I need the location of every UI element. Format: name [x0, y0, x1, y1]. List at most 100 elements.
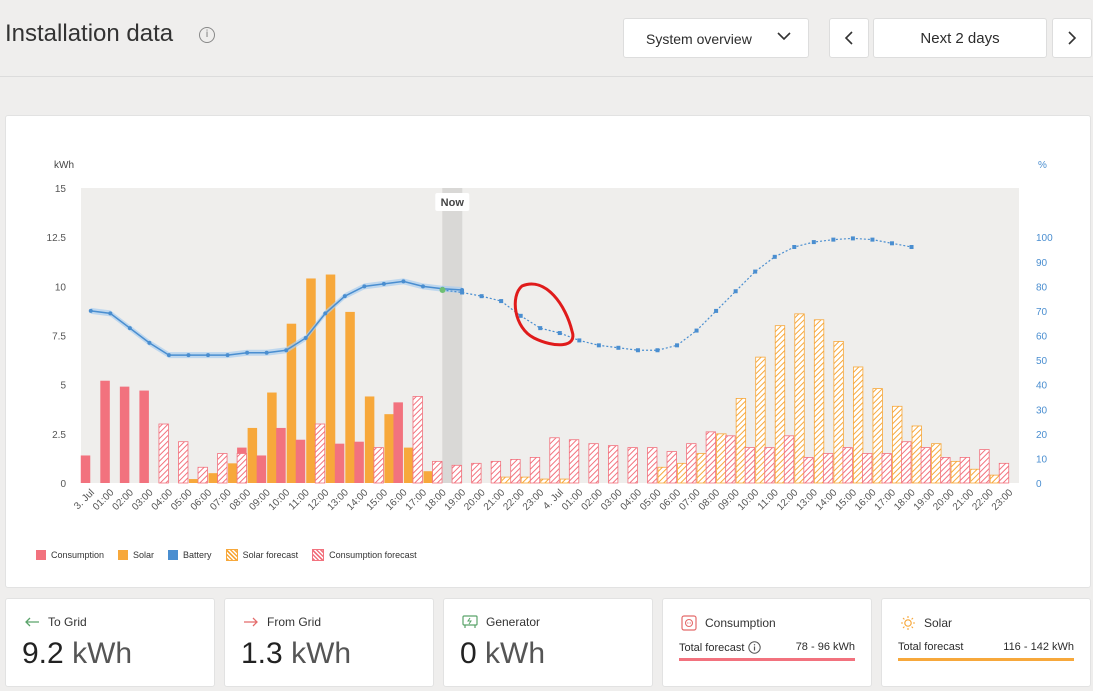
solar-forecast-bar[interactable] [716, 433, 727, 484]
solar-forecast-bar[interactable] [774, 325, 786, 484]
battery-forecast-point[interactable] [616, 345, 621, 350]
solar-forecast-bar[interactable] [794, 313, 805, 484]
consumption-bar[interactable] [276, 427, 286, 483]
consumption-forecast-bar[interactable] [549, 437, 560, 484]
consumption-forecast-bar[interactable] [529, 457, 541, 484]
battery-point[interactable] [225, 353, 230, 358]
consumption-forecast-bar[interactable] [940, 457, 951, 484]
battery-point[interactable] [206, 353, 211, 358]
battery-forecast-point[interactable] [870, 237, 875, 242]
battery-forecast-point[interactable] [596, 343, 601, 348]
view-select[interactable]: System overview [623, 18, 809, 58]
consumption-forecast-bar[interactable] [725, 435, 736, 484]
solar-bar[interactable] [228, 463, 238, 483]
battery-forecast-point[interactable] [518, 313, 523, 318]
solar-bar[interactable] [208, 473, 219, 483]
solar-bar[interactable] [325, 274, 336, 483]
battery-point[interactable] [303, 335, 308, 340]
solar-forecast-bar[interactable] [872, 388, 883, 484]
consumption-bar[interactable] [100, 380, 110, 483]
consumption-forecast-bar[interactable] [842, 447, 853, 484]
solar-bar[interactable] [247, 427, 258, 483]
consumption-forecast-bar[interactable] [881, 453, 892, 484]
battery-forecast-point[interactable] [889, 241, 894, 246]
consumption-bar[interactable] [393, 402, 403, 483]
battery-forecast-point[interactable] [831, 237, 836, 242]
battery-forecast-point[interactable] [460, 290, 465, 295]
consumption-bar[interactable] [295, 439, 306, 483]
consumption-forecast-bar[interactable] [490, 460, 502, 484]
battery-forecast-point[interactable] [714, 308, 719, 313]
consumption-forecast-bar[interactable] [412, 396, 423, 484]
solar-forecast-bar[interactable] [852, 366, 864, 484]
battery-point[interactable] [108, 311, 113, 316]
solar-bar[interactable] [306, 278, 316, 483]
legend-item-solar[interactable]: Solar [118, 549, 154, 561]
solar-forecast-bar[interactable] [677, 462, 688, 484]
consumption-bar[interactable] [119, 386, 130, 483]
consumption-forecast-bar[interactable] [744, 447, 756, 484]
solar-bar[interactable] [286, 323, 297, 483]
battery-forecast-point[interactable] [850, 236, 855, 241]
consumption-forecast-bar[interactable] [862, 453, 873, 484]
consumption-forecast-bar[interactable] [705, 431, 717, 484]
solar-bar[interactable] [364, 396, 375, 483]
solar-forecast-bar[interactable] [559, 478, 571, 484]
battery-forecast-point[interactable] [792, 245, 797, 249]
battery-line[interactable] [90, 280, 463, 356]
battery-forecast-point[interactable] [557, 331, 562, 336]
consumption-forecast-bar[interactable] [471, 462, 482, 484]
battery-forecast-point[interactable] [811, 240, 816, 245]
consumption-bar[interactable] [354, 441, 364, 483]
battery-point[interactable] [342, 294, 347, 299]
consumption-forecast-bar[interactable] [959, 457, 971, 484]
consumption-forecast-bar[interactable] [647, 447, 658, 484]
consumption-forecast-bar[interactable] [510, 458, 521, 484]
info-icon[interactable]: i [199, 27, 215, 43]
solar-bar[interactable] [384, 414, 394, 483]
battery-point[interactable] [381, 281, 386, 286]
battery-forecast-point[interactable] [733, 289, 738, 294]
solar-forecast-bar[interactable] [657, 466, 668, 484]
consumption-bar[interactable] [334, 443, 345, 483]
solar-bar[interactable] [403, 447, 414, 483]
consumption-forecast-bar[interactable] [686, 443, 697, 484]
battery-forecast-point[interactable] [909, 245, 914, 249]
battery-point[interactable] [264, 350, 269, 355]
battery-forecast-point[interactable] [675, 343, 680, 348]
consumption-forecast-bar[interactable] [158, 423, 169, 484]
solar-forecast-bar[interactable] [813, 319, 825, 484]
consumption-forecast-bar[interactable] [588, 443, 599, 484]
solar-bar[interactable] [345, 311, 355, 483]
battery-forecast-point[interactable] [635, 348, 640, 353]
solar-forecast-bar[interactable] [950, 460, 962, 484]
consumption-forecast-bar[interactable] [217, 453, 228, 484]
battery-forecast-point[interactable] [499, 299, 504, 304]
legend-item-consumption[interactable]: Consumption [36, 549, 104, 561]
consumption-forecast-bar[interactable] [803, 457, 814, 484]
consumption-bar[interactable] [139, 390, 149, 483]
solar-forecast-bar[interactable] [696, 453, 707, 484]
consumption-forecast-bar[interactable] [178, 441, 189, 484]
info-icon[interactable] [748, 641, 762, 654]
battery-point[interactable] [88, 308, 93, 313]
solar-forecast-bar[interactable] [931, 443, 942, 484]
battery-forecast-point[interactable] [772, 254, 777, 259]
solar-forecast-bar[interactable] [540, 478, 551, 484]
solar-forecast-bar[interactable] [911, 425, 922, 484]
solar-forecast-bar[interactable] [735, 398, 747, 484]
battery-point[interactable] [147, 340, 152, 345]
consumption-forecast-bar[interactable] [314, 423, 326, 484]
solar-forecast-bar[interactable] [501, 476, 512, 484]
consumption-forecast-bar[interactable] [998, 462, 1010, 484]
solar-forecast-bar[interactable] [755, 356, 766, 484]
consumption-bar[interactable] [256, 455, 267, 483]
consumption-forecast-bar[interactable] [764, 447, 775, 484]
battery-point[interactable] [401, 279, 406, 284]
solar-forecast-bar[interactable] [892, 405, 903, 484]
battery-point[interactable] [186, 353, 191, 358]
consumption-forecast-bar[interactable] [451, 464, 462, 484]
battery-forecast-point[interactable] [753, 269, 758, 274]
consumption-forecast-bar[interactable] [920, 447, 931, 484]
